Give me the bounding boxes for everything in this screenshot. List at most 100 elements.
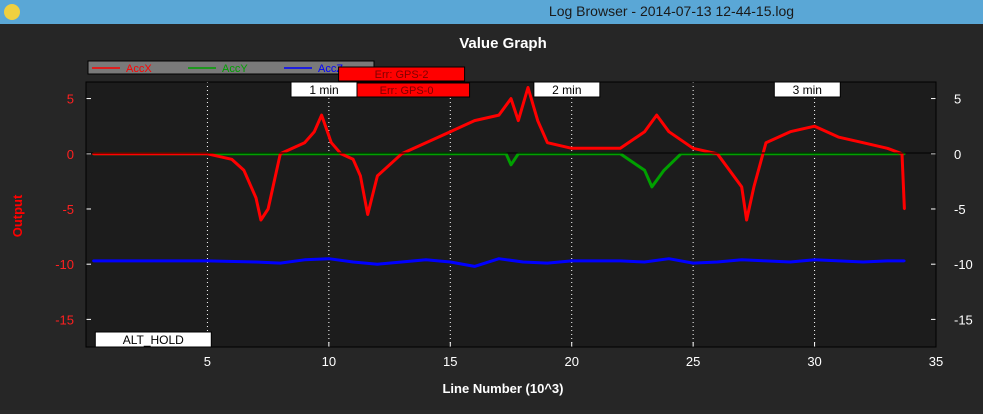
- x-tick-label: 20: [564, 354, 578, 369]
- data-point-accz: [424, 258, 428, 261]
- chart-title: Value Graph: [459, 35, 547, 52]
- error-marker-label: Err: GPS-0: [380, 85, 434, 97]
- data-point-accx: [259, 218, 263, 222]
- data-point-accx: [320, 113, 323, 117]
- x-tick-label: 5: [204, 354, 211, 369]
- plot-border: [85, 81, 937, 348]
- data-point-accz: [546, 261, 549, 265]
- data-point-accx: [745, 218, 748, 222]
- data-point-accz: [254, 260, 258, 264]
- data-point-accx: [655, 113, 658, 117]
- title-bar: Log Browser - 2014-07-13 12-44-15.log: [0, 0, 983, 24]
- data-point-accx: [837, 136, 841, 139]
- legend: AccX AccY AccZ: [87, 60, 375, 75]
- data-point-accx: [366, 213, 369, 216]
- data-point-accx: [813, 124, 816, 128]
- time-marker[interactable]: [290, 81, 358, 98]
- data-point-accx: [303, 141, 306, 144]
- data-point-accx: [359, 174, 362, 178]
- data-point-accx: [351, 158, 355, 161]
- time-marker[interactable]: [533, 81, 601, 98]
- mode-marker-label: ALT_HOLD: [123, 333, 184, 347]
- y-tick-label-right: -15: [954, 312, 973, 327]
- data-point-accz: [351, 260, 355, 264]
- data-point-accz: [643, 260, 646, 264]
- data-point-accx: [752, 185, 756, 189]
- data-point-accz: [619, 259, 622, 263]
- data-point-accz: [497, 257, 501, 260]
- data-point-accz: [376, 262, 379, 266]
- plot-area[interactable]: [86, 82, 936, 347]
- data-point-accx: [424, 141, 428, 144]
- window-title: Log Browser - 2014-07-13 12-44-15.log: [548, 3, 795, 19]
- y-tick-label-left: -5: [62, 202, 74, 217]
- legend-label-accx: AccX: [126, 63, 152, 75]
- data-point-accx: [376, 174, 379, 178]
- mode-marker[interactable]: [94, 331, 212, 348]
- time-marker-label: 1 min: [309, 83, 338, 97]
- value-graph[interactable]: Value Graph 5 10 15 20 25 30 35 5 5 0 0 -5 -5 -10 -10 -…: [0, 24, 983, 410]
- data-point-accz: [279, 261, 282, 265]
- data-point-accx: [789, 130, 792, 133]
- data-point-accy: [650, 185, 654, 189]
- data-point-accz: [152, 259, 156, 263]
- data-point-accx: [509, 97, 513, 100]
- data-point-accx: [254, 196, 258, 200]
- data-point-accx: [667, 130, 671, 133]
- data-point-accx: [230, 158, 233, 161]
- y-axis-label: Output: [10, 194, 25, 237]
- x-axis-label: Line Number (10^3): [442, 381, 563, 396]
- data-point-accx: [497, 113, 501, 117]
- time-marker-label: 2 min: [552, 83, 581, 97]
- data-point-accz: [764, 259, 768, 263]
- data-point-accx: [266, 207, 270, 211]
- data-point-accz: [92, 259, 95, 263]
- data-point-accz: [449, 260, 452, 264]
- data-point-accx: [764, 141, 768, 144]
- time-marker[interactable]: [773, 81, 841, 98]
- data-point-accx: [903, 207, 906, 211]
- x-tick-label: 10: [322, 354, 336, 369]
- data-point-accz: [813, 258, 816, 261]
- data-point-accz: [303, 258, 306, 261]
- data-point-accz: [789, 260, 792, 264]
- error-marker[interactable]: [338, 66, 466, 82]
- data-point-accz: [327, 257, 331, 260]
- y-tick-label-left: -15: [55, 312, 74, 327]
- y-tick-label-left: 0: [67, 147, 74, 162]
- data-point-accz: [716, 260, 719, 264]
- x-tick-label: 15: [443, 354, 457, 369]
- data-point-accx: [473, 119, 476, 122]
- data-point-accx: [570, 147, 573, 150]
- y-tick-label-right: -5: [954, 202, 966, 217]
- y-tick-label-right: 0: [954, 147, 961, 162]
- data-point-accz: [570, 259, 573, 263]
- error-marker-label: Err: GPS-2: [375, 69, 429, 81]
- data-point-accz: [740, 258, 743, 261]
- data-point-accz: [667, 257, 671, 260]
- legend-label-accz: AccZ: [318, 63, 343, 75]
- data-point-accx: [546, 141, 549, 144]
- data-point-accx: [861, 141, 865, 144]
- time-marker-label: 3 min: [793, 83, 822, 97]
- data-point-accz: [837, 259, 841, 263]
- data-point-accx: [330, 141, 333, 144]
- data-point-accx: [313, 130, 316, 133]
- data-point-accy: [662, 169, 666, 172]
- y-tick-label-left: -10: [55, 257, 74, 272]
- x-tick-label: 30: [807, 354, 821, 369]
- data-point-accz: [691, 261, 695, 265]
- data-point-accx: [517, 119, 520, 122]
- y-tick-label-left: 5: [67, 92, 74, 107]
- data-point-accx: [619, 147, 622, 150]
- data-point-accz: [162, 259, 165, 263]
- data-point-accz: [473, 265, 476, 268]
- x-tick-label: 35: [929, 354, 943, 369]
- data-point-accx: [886, 147, 889, 150]
- data-point-accz: [861, 260, 865, 264]
- data-point-accy: [643, 169, 646, 172]
- x-tick-label: 25: [686, 354, 700, 369]
- data-point-accz: [886, 259, 889, 263]
- data-point-accy: [509, 163, 513, 167]
